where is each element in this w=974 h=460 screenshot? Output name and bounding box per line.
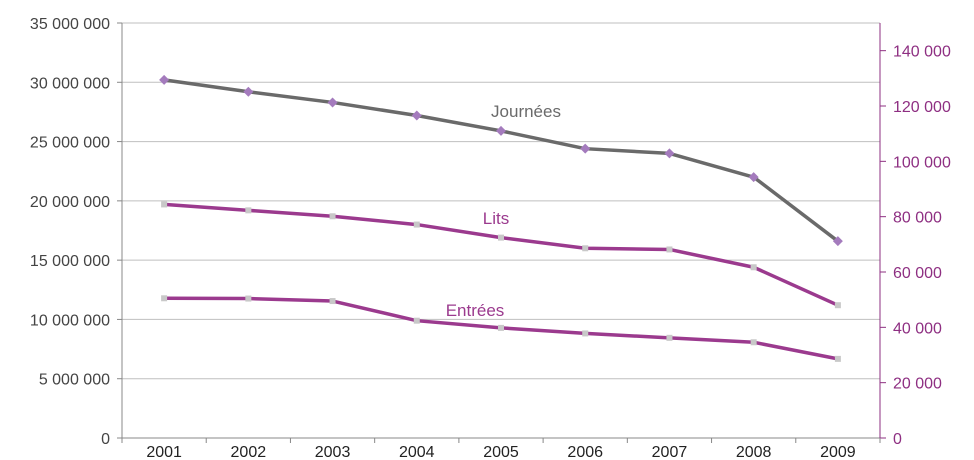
x-axis-tick-label: 2008 bbox=[736, 444, 772, 460]
data-point-entrees bbox=[666, 334, 673, 341]
x-axis-tick-label: 2005 bbox=[483, 444, 519, 460]
data-point-entrees bbox=[750, 339, 757, 346]
data-point-lits bbox=[666, 246, 673, 253]
right-axis-tick-label: 100 000 bbox=[893, 154, 951, 171]
left-axis-tick-label: 0 bbox=[101, 431, 110, 448]
data-point-lits bbox=[750, 264, 757, 271]
right-axis-tick-label: 120 000 bbox=[893, 99, 951, 116]
data-point-entrees bbox=[161, 295, 168, 302]
left-axis-tick-label: 30 000 000 bbox=[30, 75, 110, 92]
left-axis-tick-label: 5 000 000 bbox=[39, 372, 110, 389]
data-point-journees bbox=[496, 125, 506, 136]
left-axis-tick-label: 15 000 000 bbox=[30, 253, 110, 270]
x-axis-tick-label: 2001 bbox=[146, 444, 182, 460]
series-label-entrees: Entrées bbox=[446, 301, 505, 320]
right-axis-tick-label: 140 000 bbox=[893, 44, 951, 61]
right-axis-tick-label: 60 000 bbox=[893, 265, 942, 282]
data-point-lits bbox=[582, 245, 589, 252]
x-axis-tick-label: 2003 bbox=[315, 444, 351, 460]
left-axis-tick-label: 20 000 000 bbox=[30, 194, 110, 211]
data-point-journees bbox=[748, 172, 759, 183]
data-point-journees bbox=[243, 86, 254, 97]
data-point-journees bbox=[159, 74, 170, 85]
data-point-entrees bbox=[582, 330, 589, 337]
data-point-journees bbox=[580, 143, 591, 154]
data-point-lits bbox=[161, 201, 168, 208]
left-axis-tick-labels: 0 5 000 000 10 000 000 15 000 000 20 000 000… bbox=[30, 16, 122, 448]
right-axis-tick-labels: 0 20 000 40 000 60 000 80 000 100 000 120 000 1… bbox=[880, 44, 951, 448]
right-axis-tick-label: 20 000 bbox=[893, 376, 942, 393]
data-point-journees bbox=[411, 110, 422, 121]
left-axis-tick-label: 35 000 000 bbox=[30, 16, 110, 33]
data-point-lits bbox=[413, 221, 420, 228]
x-axis-tick-label: 2004 bbox=[399, 444, 435, 460]
series-label-journees: Journées bbox=[491, 102, 561, 121]
data-point-journees bbox=[664, 148, 675, 159]
right-axis-tick-label: 40 000 bbox=[893, 320, 942, 337]
data-point-entrees bbox=[498, 324, 504, 331]
axes bbox=[121, 23, 881, 439]
x-axis-tick-label: 2009 bbox=[820, 444, 856, 460]
series-labels: Journées Lits Entrées bbox=[446, 102, 561, 320]
x-axis-tick-labels: 2001 2002 2003 2004 2005 2006 2007 2008 2009 bbox=[121, 438, 881, 460]
x-axis-tick-label: 2006 bbox=[567, 444, 603, 460]
right-axis-tick-label: 80 000 bbox=[893, 210, 942, 227]
left-axis-tick-label: 25 000 000 bbox=[30, 135, 110, 152]
data-point-lits bbox=[834, 302, 841, 309]
x-axis-tick-label: 2002 bbox=[231, 444, 267, 460]
data-point-entrees bbox=[834, 355, 841, 362]
data-point-journees bbox=[832, 236, 843, 247]
data-point-lits bbox=[245, 207, 252, 214]
data-point-lits bbox=[329, 213, 336, 220]
series-label-lits: Lits bbox=[483, 209, 509, 228]
data-point-entrees bbox=[413, 317, 420, 324]
gridlines bbox=[122, 22, 880, 380]
data-point-lits bbox=[498, 234, 504, 241]
data-point-entrees bbox=[329, 298, 336, 305]
data-point-journees bbox=[327, 97, 338, 108]
right-axis-tick-label: 0 bbox=[893, 431, 902, 448]
series-markers bbox=[159, 74, 843, 362]
x-axis-tick-label: 2007 bbox=[652, 444, 688, 460]
left-axis-tick-label: 10 000 000 bbox=[30, 312, 110, 329]
data-point-entrees bbox=[245, 295, 252, 302]
